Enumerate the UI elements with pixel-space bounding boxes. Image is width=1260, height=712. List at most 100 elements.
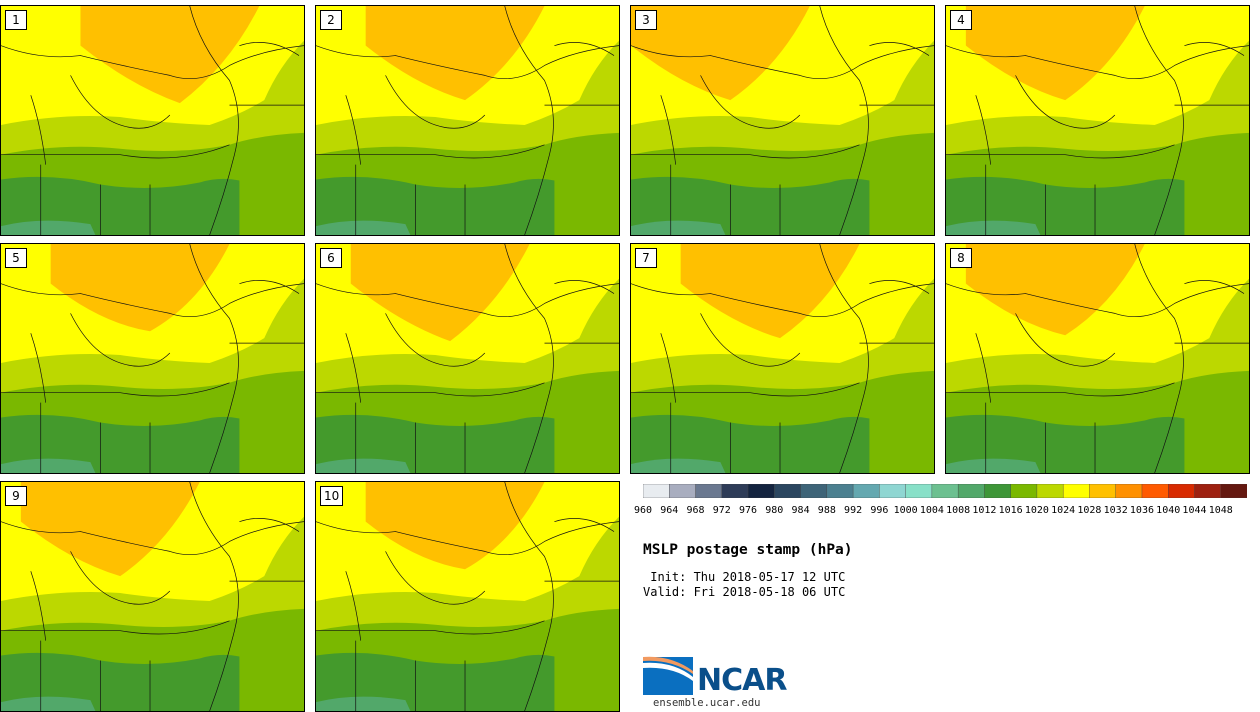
member-number-label: 4 [950, 10, 972, 30]
pressure-band-1012 [631, 414, 870, 473]
colorbar-tick-label: 1040 [1156, 505, 1181, 516]
ensemble-member-panel: 5 [0, 243, 305, 474]
border-line [1, 521, 304, 556]
colorbar-swatch [1141, 484, 1169, 498]
colorbar-tick-label: 1028 [1077, 505, 1102, 516]
colorbar-swatch [747, 484, 775, 498]
member-number-label: 7 [635, 248, 657, 268]
state-boundary [229, 280, 304, 344]
coastline [819, 244, 869, 473]
coastline [189, 482, 239, 711]
colorbar-tick-label: 992 [844, 505, 863, 516]
pressure-band-1008 [631, 220, 726, 235]
mslp-map [946, 6, 1249, 235]
pressure-band-1028 [80, 6, 260, 104]
coastline [819, 6, 869, 235]
state-boundary [631, 382, 860, 473]
colorbar-swatch [1036, 484, 1064, 498]
state-boundary [946, 382, 1175, 473]
state-boundary [946, 144, 1175, 235]
colorbar-tick-label: 988 [817, 505, 836, 516]
pressure-band-1012 [1, 176, 240, 235]
coastline [1134, 6, 1184, 235]
lake-outline [660, 313, 801, 403]
colorbar-swatch [905, 484, 933, 498]
colorbar-swatch [1168, 484, 1195, 498]
member-number-label: 5 [5, 248, 27, 268]
member-number-label: 3 [635, 10, 657, 30]
website-link[interactable]: ensemble.ucar.edu [653, 697, 761, 709]
member-number-label: 9 [5, 486, 27, 506]
lake-outline [345, 313, 486, 403]
state-boundary [544, 518, 619, 582]
colorbar-swatch [984, 484, 1012, 498]
pressure-band-1012 [1, 414, 240, 473]
colorbar-swatch [774, 484, 802, 498]
colorbar-tick-label: 1024 [1051, 505, 1076, 516]
pressure-band-1008 [316, 220, 411, 235]
colorbar-tick-label: 968 [686, 505, 705, 516]
border-line [946, 45, 1249, 80]
mslp-map [946, 244, 1249, 473]
mslp-map [316, 482, 619, 711]
ensemble-member-panel: 7 [630, 243, 935, 474]
pressure-band-1008 [316, 458, 411, 473]
colorbar-swatch [1010, 484, 1038, 498]
colorbar-tick-label: 984 [791, 505, 810, 516]
colorbar-swatch [1089, 484, 1117, 498]
ensemble-member-panel: 1 [0, 5, 305, 236]
pressure-band-1028 [631, 6, 810, 101]
lake-outline [30, 75, 171, 165]
state-boundary [316, 620, 545, 711]
pressure-band-1008 [1, 458, 96, 473]
pressure-band-1028 [965, 244, 1145, 336]
lake-outline [345, 551, 486, 641]
valid-time: Valid: Fri 2018-05-18 06 UTC [643, 585, 846, 599]
mslp-map [631, 6, 934, 235]
colorbar-tick-label: 1012 [972, 505, 997, 516]
border-line [946, 283, 1249, 318]
pressure-band-1028 [365, 482, 545, 570]
ensemble-member-panel: 8 [945, 243, 1250, 474]
pressure-band-1012 [946, 414, 1185, 473]
pressure-band-1012 [316, 414, 555, 473]
colorbar-tick-label: 1020 [1024, 505, 1049, 516]
init-time: Init: Thu 2018-05-17 12 UTC [643, 570, 846, 584]
ncar-logo [643, 656, 693, 695]
mslp-map [1, 6, 304, 235]
member-number-label: 1 [5, 10, 27, 30]
border-line [316, 45, 619, 80]
member-number-label: 6 [320, 248, 342, 268]
state-boundary [1174, 42, 1249, 106]
pressure-band-1008 [316, 696, 411, 711]
pressure-band-1028 [365, 6, 545, 101]
colorbar-swatch [800, 484, 828, 498]
coastline [504, 482, 554, 711]
coastline [504, 244, 554, 473]
lake-outline [660, 75, 801, 165]
pressure-band-1008 [1, 220, 96, 235]
ensemble-member-panel: 3 [630, 5, 935, 236]
colorbar-swatch [931, 484, 959, 498]
pressure-band-1012 [631, 176, 870, 235]
state-boundary [544, 42, 619, 106]
colorbar-swatch [695, 484, 723, 498]
member-number-label: 10 [320, 486, 344, 506]
state-boundary [1, 620, 230, 711]
border-line [631, 283, 934, 318]
pressure-band-1012 [946, 176, 1185, 235]
colorbar-swatch [1194, 484, 1222, 498]
ncar-logo-text: NCAR [697, 663, 787, 698]
mslp-map [1, 482, 304, 711]
colorbar-tick-label: 964 [660, 505, 679, 516]
colorbar-tick-label: 1036 [1129, 505, 1154, 516]
coastline [189, 244, 239, 473]
ensemble-member-panel: 2 [315, 5, 620, 236]
border-line [1, 283, 304, 318]
coastline [504, 6, 554, 235]
colorbar-swatch [1115, 484, 1143, 498]
pressure-band-1008 [946, 220, 1041, 235]
colorbar-tick-label: 980 [765, 505, 784, 516]
pressure-band-1008 [946, 458, 1041, 473]
mslp-map [316, 244, 619, 473]
